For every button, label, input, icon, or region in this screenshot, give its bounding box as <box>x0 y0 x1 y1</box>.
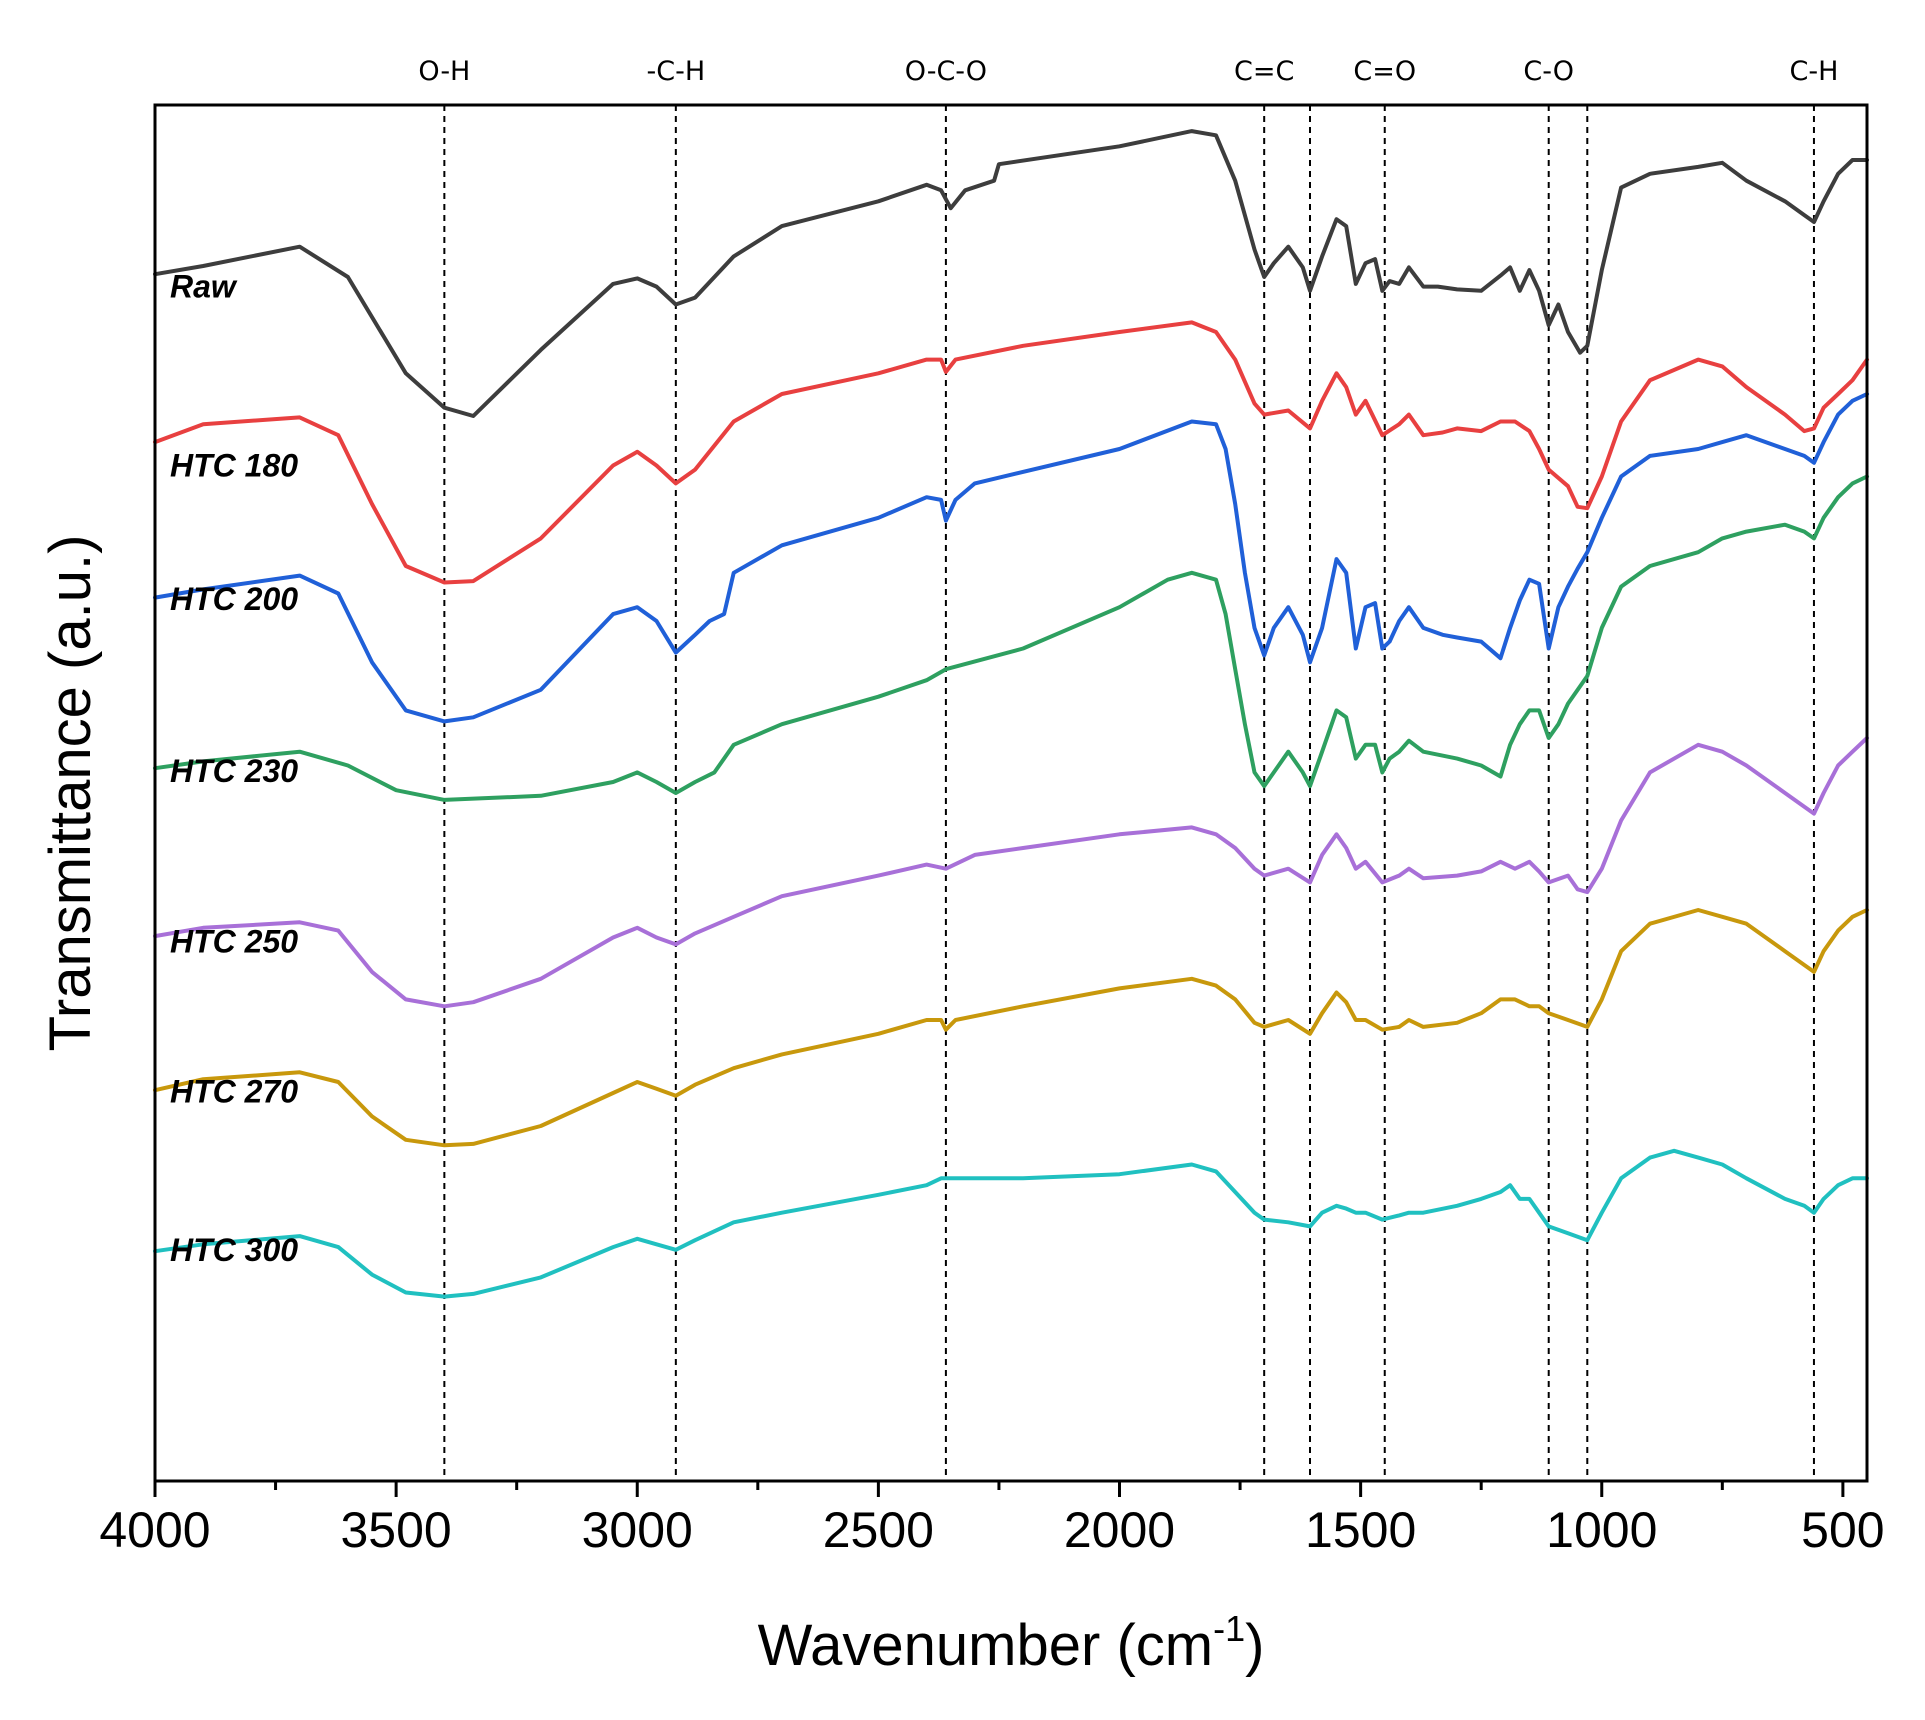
series-line-raw <box>153 129 1869 418</box>
series-line-htc-250 <box>153 736 1869 1009</box>
peak-guide-lines <box>443 105 1815 1481</box>
x-tick-label-1000: 1000 <box>1546 1502 1657 1558</box>
x-axis-ticks <box>153 1481 1845 1497</box>
series-label-htc-200: HTC 200 <box>170 581 298 617</box>
peak-label-o-h-3400: O-H <box>418 56 470 87</box>
spectra-series <box>153 129 1869 1299</box>
series-line-htc-180 <box>153 320 1869 585</box>
x-tick-label-500: 500 <box>1801 1502 1884 1558</box>
x-axis-tick-labels: 4000 3500 3000 2500 2000 1500 1000 500 <box>99 1502 1884 1558</box>
series-line-htc-230 <box>153 474 1869 802</box>
series-line-htc-300 <box>153 1148 1869 1299</box>
series-label-htc-270: HTC 270 <box>170 1074 298 1110</box>
x-axis-label-superscript: -1 <box>1213 1608 1245 1649</box>
x-tick-label-1500: 1500 <box>1305 1502 1416 1558</box>
peak-label-o-c-o-2360: O-C-O <box>905 56 987 87</box>
peak-label-c-h-2920: -C-H <box>647 56 706 87</box>
peak-label-c-c-1700: C=C <box>1234 56 1294 87</box>
peak-label-c-o-1450: C=O <box>1353 56 1416 87</box>
x-tick-label-2000: 2000 <box>1064 1502 1175 1558</box>
x-axis-label-main: Wavenumber (cm <box>758 1613 1214 1678</box>
x-tick-label-3500: 3500 <box>341 1502 452 1558</box>
x-tick-label-3000: 3000 <box>582 1502 693 1558</box>
peak-label-c-h-560: C-H <box>1789 56 1838 87</box>
series-label-htc-230: HTC 230 <box>170 753 298 789</box>
series-label-raw: Raw <box>170 269 238 305</box>
plot-frame <box>153 103 1869 1483</box>
x-axis-label-close: ) <box>1245 1613 1264 1678</box>
series-label-htc-180: HTC 180 <box>170 448 298 484</box>
peak-labels: O-H -C-H O-C-O C=C C=O C-O C-H <box>418 56 1838 87</box>
series-labels: Raw HTC 180 HTC 200 HTC 230 HTC 250 HTC 270 HT… <box>170 269 298 1268</box>
series-label-htc-250: HTC 250 <box>170 924 298 960</box>
x-tick-label-4000: 4000 <box>99 1502 210 1558</box>
x-axis-label: Wavenumber (cm-1) <box>758 1608 1265 1678</box>
series-line-htc-200 <box>153 392 1869 724</box>
series-label-htc-300: HTC 300 <box>170 1232 298 1268</box>
x-tick-label-2500: 2500 <box>823 1502 934 1558</box>
peak-label-c-o-1110: C-O <box>1523 56 1574 87</box>
series-line-htc-270 <box>153 908 1869 1148</box>
y-axis-label: Transmittance (a.u.) <box>38 535 103 1052</box>
